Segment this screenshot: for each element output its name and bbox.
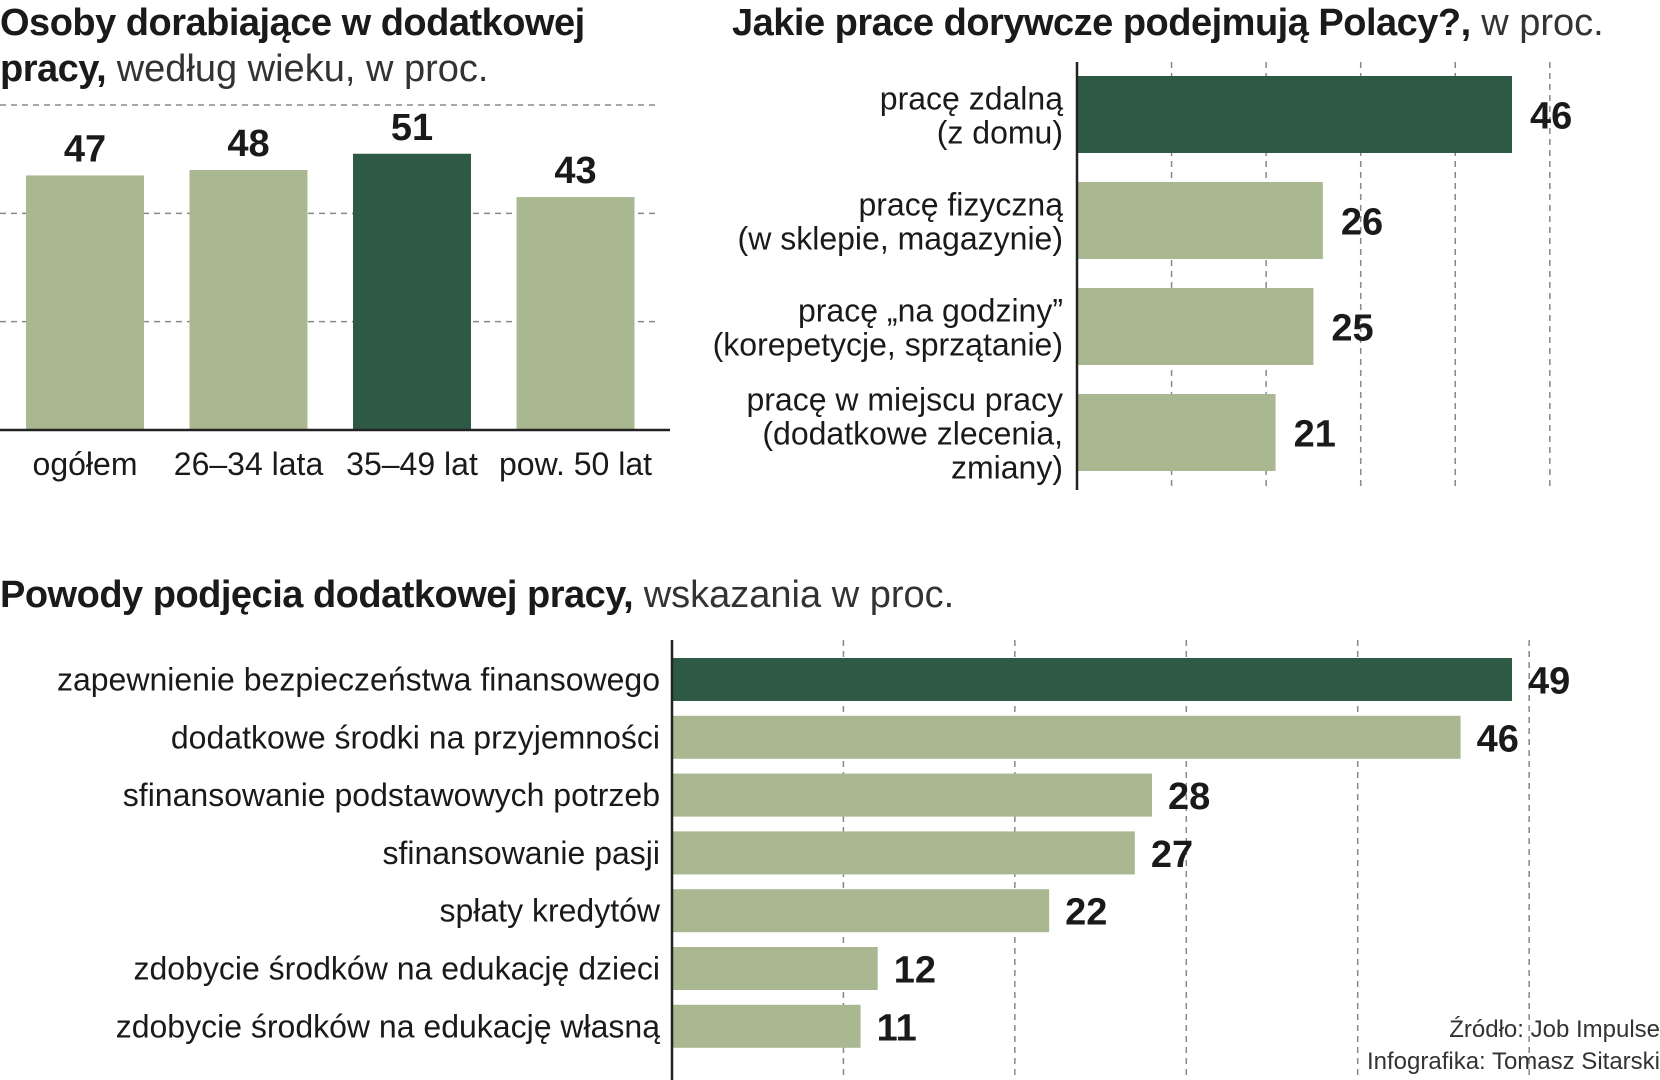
category-label: dodatkowe środki na przyjemności — [171, 719, 660, 755]
category-label: sfinansowanie podstawowych potrzeb — [123, 777, 660, 813]
chart1-title-rest: według wieku, w proc. — [106, 48, 489, 90]
category-label: zdobycie środków na edukację dzieci — [133, 951, 660, 987]
value-label: 49 — [1528, 661, 1570, 703]
bar — [672, 947, 878, 990]
category-label: zmiany) — [951, 450, 1063, 486]
bar — [516, 197, 635, 430]
category-label: pracę fizyczną — [858, 187, 1063, 223]
value-label: 46 — [1477, 718, 1519, 760]
value-label: 22 — [1065, 892, 1107, 934]
value-label: 43 — [554, 150, 596, 192]
bar — [672, 773, 1152, 817]
value-label: 12 — [894, 950, 936, 992]
category-label: ogółem — [33, 446, 138, 482]
category-label: 35–49 lat — [346, 446, 478, 482]
value-label: 47 — [64, 128, 106, 170]
category-label: (dodatkowe zlecenia, — [762, 416, 1063, 452]
category-label: spłaty kredytów — [439, 893, 660, 929]
value-label: 21 — [1294, 414, 1336, 456]
category-label: sfinansowanie pasji — [383, 835, 661, 871]
category-label: pracę w miejscu pracy — [746, 382, 1063, 418]
value-label: 27 — [1151, 834, 1193, 876]
chart3-title-bold: Powody podjęcia dodatkowej pracy, — [0, 574, 634, 616]
bar — [353, 153, 471, 430]
value-label: 51 — [391, 107, 433, 149]
chart3-title-rest: wskazania w proc. — [633, 574, 955, 616]
source-note: Źródło: Job Impulse — [1449, 1016, 1660, 1043]
category-label: 26–34 lata — [174, 446, 324, 482]
bar — [1077, 76, 1512, 153]
chart1-title: Osoby dorabiające w dodatkowej pracy, we… — [0, 0, 660, 92]
bar — [26, 175, 144, 430]
category-label: pracę „na godziny” — [798, 293, 1063, 329]
category-label: pracę zdalną — [880, 81, 1063, 117]
chart1-title-bold: Osoby dorabiające w dodatkowej pracy, — [0, 2, 585, 90]
bar — [1077, 288, 1314, 365]
category-label: zdobycie środków na edukację własną — [116, 1008, 661, 1044]
chart2-title-bold: Jakie prace dorywcze podejmują Polacy?, — [732, 2, 1471, 44]
bar — [1077, 394, 1276, 471]
value-label: 46 — [1530, 96, 1572, 138]
bar — [1077, 182, 1323, 259]
category-label: (w sklepie, magazynie) — [738, 221, 1063, 257]
category-label: zapewnienie bezpieczeństwa finansowego — [57, 662, 660, 698]
category-label: (korepetycje, sprzątanie) — [713, 327, 1063, 363]
chart3-reasons-bars: 49 zapewnienie bezpieczeństwa finansowego… — [57, 640, 1570, 1080]
chart1-age-bars: 47 ogółem 48 26–34 lata 51 35–49 lat 43 pow. 50… — [0, 104, 670, 482]
bar — [672, 715, 1461, 759]
chart2-title: Jakie prace dorywcze podejmują Polacy?, … — [732, 0, 1660, 46]
chart2-casual-work-bars: 46 pracę zdalną(z domu) 26 pracę fizyczną(w… — [713, 62, 1572, 490]
value-label: 25 — [1331, 308, 1373, 350]
value-label: 28 — [1168, 776, 1210, 818]
category-label: (z domu) — [937, 115, 1063, 151]
author-note: Infografika: Tomasz Sitarski — [1366, 1048, 1660, 1075]
chart3-title: Powody podjęcia dodatkowej pracy, wskaza… — [0, 572, 1200, 618]
bar — [189, 170, 308, 430]
bar — [672, 658, 1512, 701]
bar — [672, 889, 1050, 933]
value-label: 26 — [1341, 202, 1383, 244]
category-label: pow. 50 lat — [499, 446, 652, 482]
bar — [672, 831, 1135, 875]
chart2-title-rest: w proc. — [1470, 2, 1604, 44]
value-label: 48 — [227, 123, 269, 165]
bar — [672, 1004, 861, 1048]
value-label: 11 — [877, 1007, 917, 1049]
